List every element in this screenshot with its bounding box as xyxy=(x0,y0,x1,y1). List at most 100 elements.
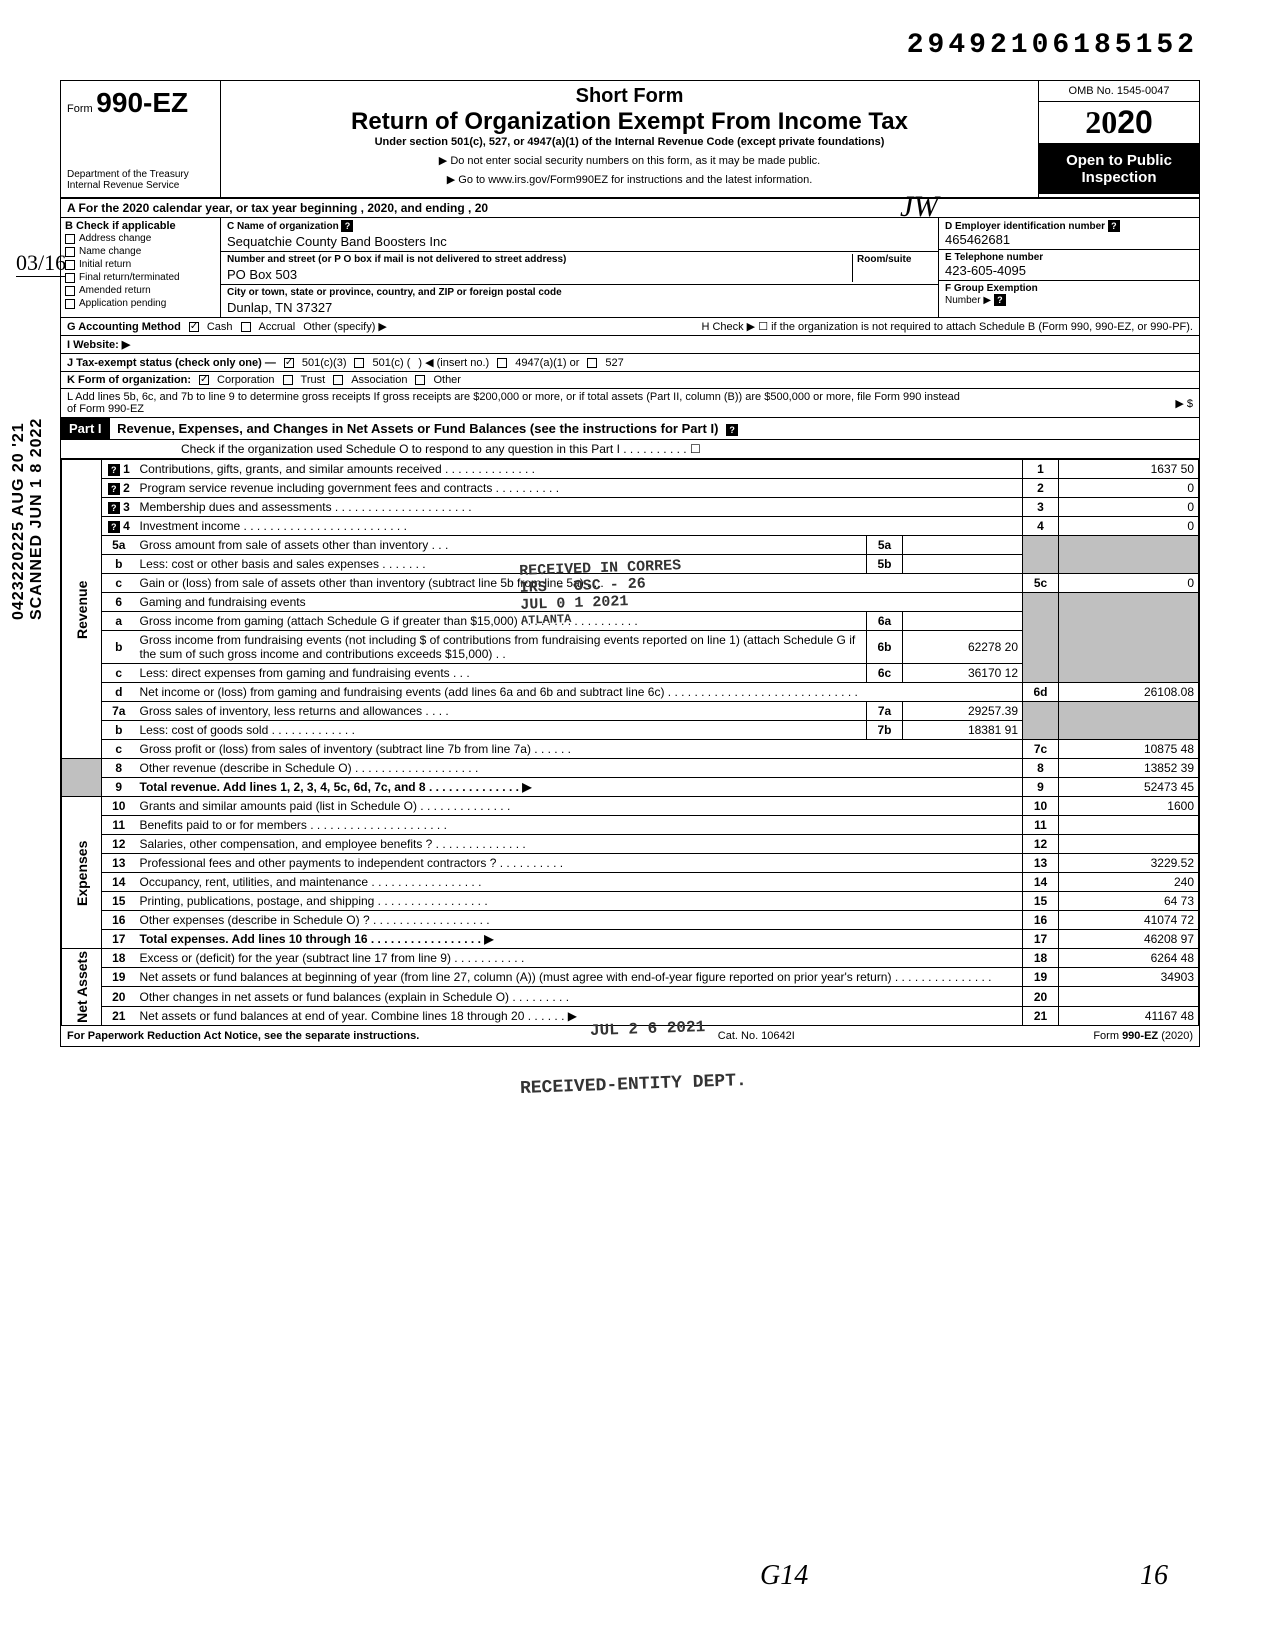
ssn-warning: ▶ Do not enter social security numbers o… xyxy=(225,154,1034,167)
check-initial-return[interactable]: Initial return xyxy=(63,258,218,271)
org-info-grid: B Check if applicable Address change Nam… xyxy=(61,218,1199,318)
tax-year: 2020 xyxy=(1039,102,1199,144)
section-b-header: B Check if applicable xyxy=(63,220,218,232)
org-city: Dunlap, TN 37327 xyxy=(227,298,932,315)
footer-left: For Paperwork Reduction Act Notice, see … xyxy=(67,1030,419,1042)
financial-table: Revenue ? 1 Contributions, gifts, grants… xyxy=(61,459,1199,1026)
omb-number: OMB No. 1545-0047 xyxy=(1039,81,1199,102)
expenses-side-label: Expenses xyxy=(62,797,102,949)
check-4947[interactable] xyxy=(497,358,507,368)
section-b: B Check if applicable Address change Nam… xyxy=(61,218,221,317)
hand-note-1: G14 xyxy=(760,1560,808,1592)
ein: 465462681 xyxy=(945,232,1193,247)
line7a-value: 29257.39 xyxy=(903,702,1023,721)
help-icon: ? xyxy=(341,220,353,232)
netassets-side-label: Net Assets xyxy=(62,949,102,1026)
margin-note-left: 03/16 xyxy=(16,250,66,277)
form-title-box: Short Form Return of Organization Exempt… xyxy=(221,81,1039,197)
check-app-pending[interactable]: Application pending xyxy=(63,297,218,310)
hand-note-2: 16 xyxy=(1140,1560,1168,1592)
line16-value: 41074 72 xyxy=(1059,911,1199,930)
scan-date-1: 0423220225 AUG 20 '21 xyxy=(10,422,27,620)
line6b-value: 62278 20 xyxy=(903,631,1023,664)
line19-value: 34903 xyxy=(1059,968,1199,987)
return-title: Return of Organization Exempt From Incom… xyxy=(225,108,1034,136)
line12-value xyxy=(1059,835,1199,854)
check-trust[interactable] xyxy=(283,375,293,385)
line3-value: 0 xyxy=(1059,498,1199,517)
revenue-side-label: Revenue xyxy=(62,460,102,759)
goto-link: ▶ Go to www.irs.gov/Form990EZ for instru… xyxy=(225,173,1034,186)
line7c-value: 10875 48 xyxy=(1059,740,1199,759)
check-amended[interactable]: Amended return xyxy=(63,284,218,297)
initials: JW xyxy=(900,190,938,224)
form-prefix: Form xyxy=(67,103,93,115)
line11-value xyxy=(1059,816,1199,835)
line6a-value xyxy=(903,612,1023,631)
under-section: Under section 501(c), 527, or 4947(a)(1)… xyxy=(225,136,1034,148)
part1-title: Revenue, Expenses, and Changes in Net As… xyxy=(113,418,722,439)
line-h: H Check ▶ ☐ if the organization is not r… xyxy=(701,320,1193,333)
line7b-value: 18381 91 xyxy=(903,721,1023,740)
line-g-h: G Accounting Method Cash Accrual Other (… xyxy=(61,318,1199,336)
check-527[interactable] xyxy=(587,358,597,368)
check-cash[interactable] xyxy=(189,322,199,332)
line6d-value: 26108.08 xyxy=(1059,683,1199,702)
line-j: J Tax-exempt status (check only one) — 5… xyxy=(61,354,1199,372)
org-name: Sequatchie County Band Boosters Inc xyxy=(227,232,932,249)
line20-value xyxy=(1059,987,1199,1006)
line1-value: 1637 50 xyxy=(1059,460,1199,479)
line14-value: 240 xyxy=(1059,873,1199,892)
line9-value: 52473 45 xyxy=(1059,778,1199,797)
help-icon: ? xyxy=(994,294,1006,306)
dept-treasury: Department of the Treasury xyxy=(67,169,214,180)
scan-stamp-sideways: 0423220225 AUG 20 '21 SCANNED JUN 1 8 20… xyxy=(10,418,46,620)
check-address-change[interactable]: Address change xyxy=(63,232,218,245)
check-final-return[interactable]: Final return/terminated xyxy=(63,271,218,284)
footer-center: Cat. No. 10642I xyxy=(718,1030,795,1042)
scan-date-2: SCANNED JUN 1 8 2022 xyxy=(28,418,45,620)
header-right-box: OMB No. 1545-0047 2020 Open to Public In… xyxy=(1039,81,1199,197)
line-l: L Add lines 5b, 6c, and 7b to line 9 to … xyxy=(61,389,1199,418)
line5b-value xyxy=(903,555,1023,574)
line-i: I Website: ▶ xyxy=(61,336,1199,354)
short-form-label: Short Form xyxy=(225,85,1034,108)
form-number-box: Form 990-EZ Department of the Treasury I… xyxy=(61,81,221,197)
line8-value: 13852 39 xyxy=(1059,759,1199,778)
line18-value: 6264 48 xyxy=(1059,949,1199,968)
section-d-e-f: D Employer identification number ? 46546… xyxy=(939,218,1199,317)
received-entity-stamp: RECEIVED-ENTITY DEPT. xyxy=(520,1071,747,1099)
check-accrual[interactable] xyxy=(241,322,251,332)
form-footer: For Paperwork Reduction Act Notice, see … xyxy=(61,1026,1199,1046)
help-icon: ? xyxy=(726,424,738,436)
help-icon: ? xyxy=(1108,220,1120,232)
irs-label: Internal Revenue Service xyxy=(67,180,214,191)
line-a: A For the 2020 calendar year, or tax yea… xyxy=(61,199,1199,218)
form-header: Form 990-EZ Department of the Treasury I… xyxy=(61,81,1199,199)
check-501c[interactable] xyxy=(354,358,364,368)
form-990ez: Form 990-EZ Department of the Treasury I… xyxy=(60,80,1200,1047)
check-other-org[interactable] xyxy=(415,375,425,385)
check-501c3[interactable] xyxy=(284,358,294,368)
line6c-value: 36170 12 xyxy=(903,664,1023,683)
open-public: Open to Public Inspection xyxy=(1039,144,1199,194)
line5c-value: 0 xyxy=(1059,574,1199,593)
line2-value: 0 xyxy=(1059,479,1199,498)
document-locator-number: 29492106185152 xyxy=(907,30,1198,61)
part1-schedule-o: Check if the organization used Schedule … xyxy=(61,440,1199,459)
line21-value: 41167 48 xyxy=(1059,1006,1199,1025)
line17-value: 46208 97 xyxy=(1059,930,1199,949)
line-k: K Form of organization: Corporation Trus… xyxy=(61,372,1199,389)
line15-value: 64 73 xyxy=(1059,892,1199,911)
org-street: PO Box 503 xyxy=(227,265,852,282)
telephone: 423-605-4095 xyxy=(945,263,1193,278)
check-association[interactable] xyxy=(333,375,343,385)
line13-value: 3229.52 xyxy=(1059,854,1199,873)
line4-value: 0 xyxy=(1059,517,1199,536)
section-c: C Name of organization ? Sequatchie Coun… xyxy=(221,218,939,317)
line5a-value xyxy=(903,536,1023,555)
check-name-change[interactable]: Name change xyxy=(63,245,218,258)
footer-right: Form 990-EZ (2020) xyxy=(1093,1030,1193,1042)
part1-header: Part I Revenue, Expenses, and Changes in… xyxy=(61,418,1199,440)
check-corporation[interactable] xyxy=(199,375,209,385)
